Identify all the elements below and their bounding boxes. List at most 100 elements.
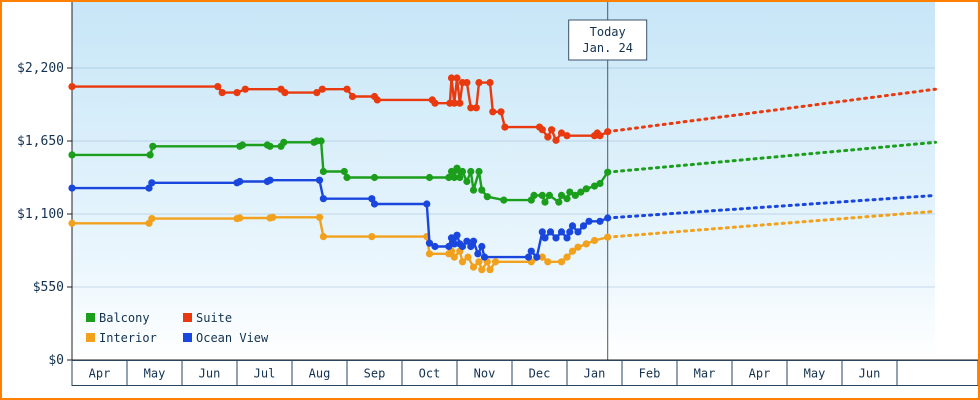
series-line-1 (72, 76, 609, 142)
series-marker (423, 200, 431, 208)
legend-label: Suite (196, 311, 232, 325)
month-label: Jun (199, 367, 221, 381)
series-projection-0 (606, 140, 937, 174)
series-marker (555, 198, 563, 206)
series-marker (474, 250, 482, 258)
month-label: Aug (309, 367, 331, 381)
series-marker (538, 191, 546, 199)
legend-swatch (86, 313, 95, 322)
series-marker (348, 92, 357, 101)
series-marker (467, 242, 475, 251)
series-marker (148, 179, 156, 187)
legend-swatch (183, 333, 192, 342)
series-marker (370, 200, 379, 208)
series-marker (340, 167, 348, 176)
series-marker (491, 258, 500, 266)
series-marker (463, 237, 471, 245)
series-marker (530, 191, 538, 199)
month-cell (346, 360, 403, 386)
series-marker (478, 266, 486, 274)
series-marker (527, 247, 535, 255)
month-cell (236, 360, 293, 386)
month-cell (676, 360, 733, 386)
series-projection-1 (606, 87, 937, 134)
series-marker (343, 85, 351, 93)
series-marker (425, 250, 434, 258)
month-cell (126, 360, 183, 386)
series-marker (467, 167, 475, 176)
series-marker (241, 85, 249, 93)
legend-item-interior: Interior (86, 331, 157, 345)
series-marker (497, 108, 505, 116)
series-marker (538, 126, 546, 134)
today-label-line1: Today (590, 25, 626, 39)
series-marker (318, 85, 326, 93)
series-marker (148, 215, 156, 223)
month-label: Apr (749, 367, 771, 381)
month-label: Mar (694, 367, 716, 381)
series-marker (489, 108, 497, 116)
series-marker (557, 228, 566, 236)
legend-item-suite: Suite (183, 311, 232, 325)
series-marker (568, 247, 577, 255)
series-marker (368, 195, 376, 203)
series-marker (582, 240, 590, 248)
series-marker (557, 191, 566, 199)
legend-item-ocean-view: Ocean View (183, 331, 269, 345)
series-marker (472, 104, 480, 112)
series-marker (68, 151, 76, 159)
y-tick-label: $550 (33, 280, 64, 295)
series-marker (469, 237, 478, 245)
series-marker (483, 193, 491, 201)
y-tick-label: $0 (48, 353, 64, 368)
series-marker (281, 89, 289, 97)
month-cell (181, 360, 238, 386)
series-marker (214, 83, 222, 91)
series-marker (557, 129, 566, 137)
series-marker (313, 89, 321, 97)
month-cell (401, 360, 458, 386)
month-label: Dec (529, 367, 551, 381)
series-marker (238, 141, 247, 149)
series-marker (236, 214, 244, 222)
series-marker (463, 177, 471, 186)
series-projection-2 (606, 209, 937, 239)
series-marker (478, 186, 486, 194)
series-marker (315, 176, 324, 184)
series-marker (478, 242, 486, 251)
series-marker (319, 167, 327, 176)
series-marker (68, 219, 76, 227)
series-marker (541, 234, 549, 242)
month-label: Feb (639, 367, 661, 381)
y-tick-label: $1,650 (17, 134, 64, 149)
series-marker (315, 213, 324, 221)
series-marker (577, 188, 585, 196)
series-marker (574, 228, 582, 236)
series-marker (68, 83, 76, 91)
series-marker (445, 242, 453, 251)
series-marker (604, 233, 612, 241)
series-marker (475, 258, 483, 266)
legend-label: Balcony (99, 311, 150, 325)
month-cell (71, 360, 128, 386)
series-marker (566, 228, 574, 236)
month-cell (841, 360, 898, 386)
month-label: Jul (254, 367, 276, 381)
series-marker (524, 253, 533, 261)
month-label: Jan (584, 367, 606, 381)
month-cell (566, 360, 623, 386)
month-label: May (144, 367, 166, 381)
legend-label: Ocean View (196, 331, 269, 345)
series-marker (566, 188, 574, 196)
today-label-line2: Jan. 24 (582, 41, 633, 55)
series-marker (456, 173, 464, 182)
series-marker (486, 79, 494, 87)
series-marker (590, 236, 599, 245)
month-label: Apr (89, 367, 111, 381)
series-marker (500, 196, 508, 204)
series-marker (574, 243, 582, 251)
series-marker (563, 132, 571, 140)
series-marker (266, 142, 274, 150)
y-tick-label: $2,200 (17, 61, 64, 76)
series-marker (450, 253, 458, 261)
